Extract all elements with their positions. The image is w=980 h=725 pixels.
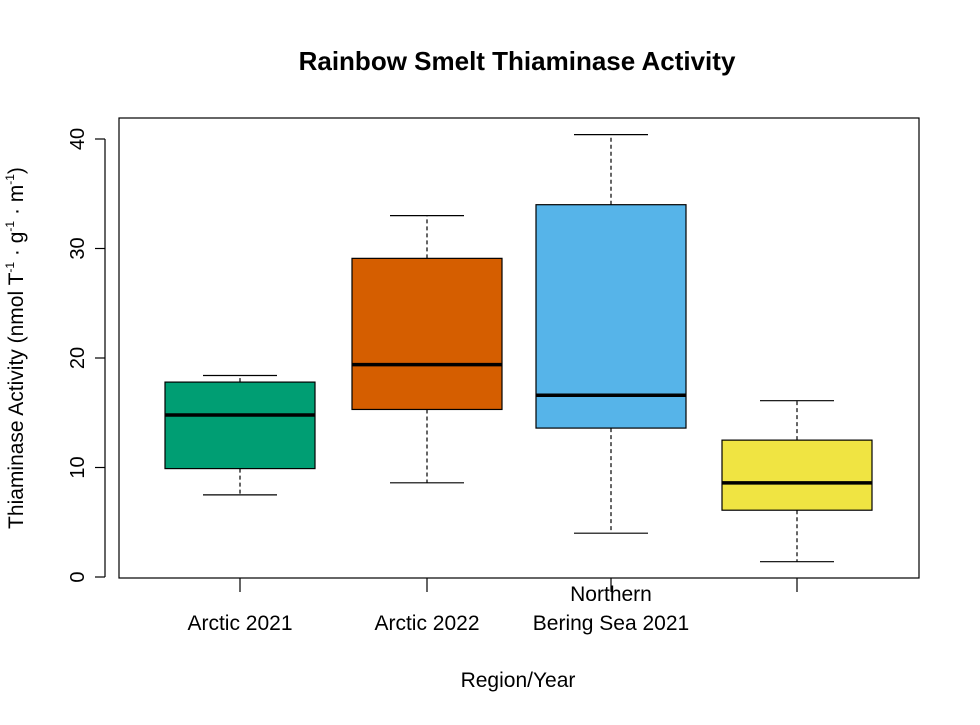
y-axis-label: Thiaminase Activity (nmol T-1 · g-1 · m-… (3, 167, 28, 529)
box-2 (351, 257, 503, 411)
box-group-1 (164, 374, 316, 496)
y-tick-label-30: 30 (67, 237, 89, 259)
box-group-2 (351, 215, 503, 484)
y-axis-label-part-2: · g (5, 232, 28, 262)
y-axis: 0 10 20 30 40 (67, 128, 106, 583)
y-axis-label-part-3: · m (5, 185, 28, 221)
y-axis-label-sup-1: -1 (3, 262, 17, 273)
y-axis-label-sup-3: -1 (3, 174, 17, 185)
box-4 (721, 439, 873, 511)
x-tick-label-3-line-2: Bering Sea 2021 (533, 612, 689, 635)
x-axis: Arctic 2021 Arctic 2022 Northern Bering Sea… (187, 578, 798, 635)
y-axis-label-close: ) (5, 167, 28, 174)
y-tick-label-40: 40 (67, 128, 89, 150)
x-tick-label-1: Arctic 2021 (187, 612, 292, 635)
y-tick-label-0: 0 (67, 571, 89, 582)
chart-title: Rainbow Smelt Thiaminase Activity (299, 46, 736, 76)
boxes (164, 134, 873, 563)
x-axis-label: Region/Year (461, 669, 576, 692)
box-group-3 (535, 134, 687, 534)
x-tick-label-3-line-1: Northern (570, 583, 652, 606)
box-1 (164, 381, 316, 470)
y-tick-label-20: 20 (67, 347, 89, 369)
x-tick-label-2: Arctic 2022 (374, 612, 479, 635)
y-axis-label-main: Thiaminase Activity (nmol T (5, 272, 28, 529)
plot-frame (118, 117, 920, 579)
y-axis-label-sup-2: -1 (3, 221, 17, 232)
box-group-4 (721, 400, 873, 563)
y-tick-label-10: 10 (67, 456, 89, 478)
box-3 (535, 204, 687, 429)
